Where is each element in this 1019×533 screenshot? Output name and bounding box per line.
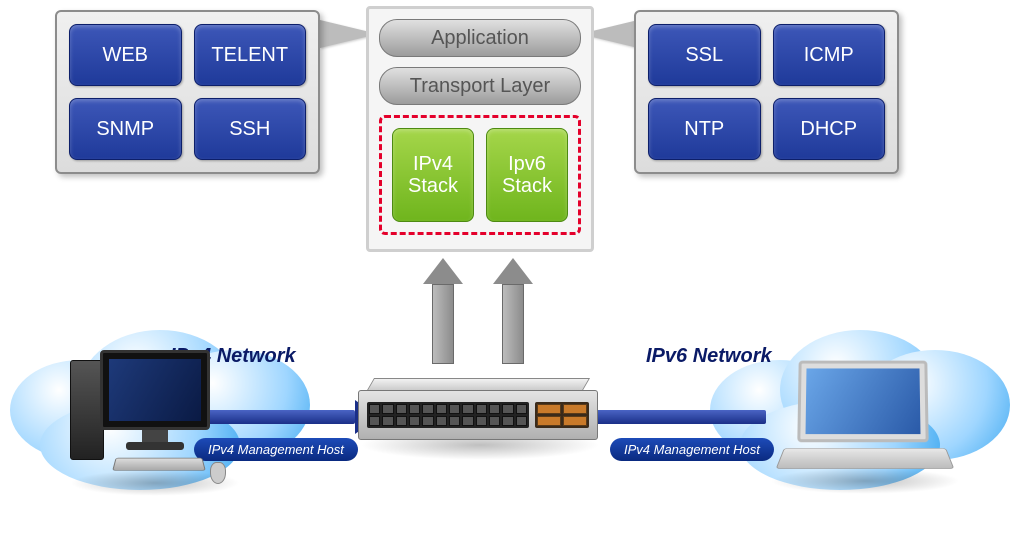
box-icmp: ICMP [773, 24, 886, 86]
application-layer-pill: Application [379, 19, 581, 57]
box-ssh: SSH [194, 98, 307, 160]
pc-mouse-icon [210, 462, 226, 484]
left-protocol-panel: WEB TELENT SNMP SSH [55, 10, 320, 174]
laptop [780, 360, 950, 480]
desktop-pc [70, 350, 220, 490]
right-protocol-panel: SSL ICMP NTP DHCP [634, 10, 899, 174]
ipv4-stack-box: IPv4Stack [392, 128, 474, 222]
ipv6-network-label: IPv6 Network [646, 345, 772, 368]
pc-monitor-icon [100, 350, 210, 430]
box-dhcp: DHCP [773, 98, 886, 160]
box-ssl: SSL [648, 24, 761, 86]
pc-keyboard-icon [112, 458, 206, 471]
box-web: WEB [69, 24, 182, 86]
switch-sfp-ports [535, 402, 589, 428]
transport-layer-pill: Transport Layer [379, 67, 581, 105]
laptop-screen-icon [797, 361, 928, 443]
up-arrow-left [432, 258, 454, 364]
arrow-ipv6-to-switch [596, 410, 766, 424]
box-ntp: NTP [648, 98, 761, 160]
ip-stack-group: IPv4Stack Ipv6Stack [379, 115, 581, 235]
pc-tower-icon [70, 360, 104, 460]
ipv6-host-badge: IPv4 Management Host [610, 438, 774, 461]
ipv6-stack-box: Ipv6Stack [486, 128, 568, 222]
box-snmp: SNMP [69, 98, 182, 160]
center-stack-panel: Application Transport Layer IPv4Stack Ip… [366, 6, 594, 252]
switch-rj45-ports [367, 402, 529, 428]
up-arrow-right [502, 258, 524, 364]
laptop-keys-icon [776, 448, 955, 469]
network-switch [358, 378, 598, 440]
box-telnet: TELENT [194, 24, 307, 86]
